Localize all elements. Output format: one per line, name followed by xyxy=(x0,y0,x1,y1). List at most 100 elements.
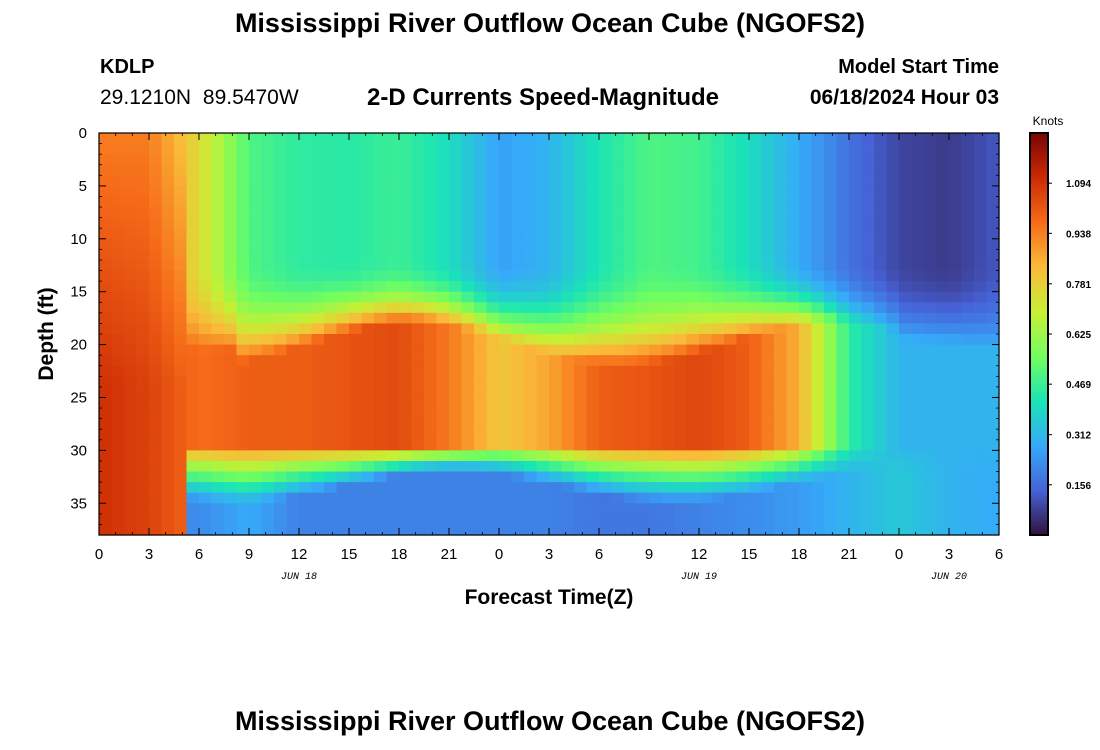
heatmap-cell xyxy=(286,344,300,356)
heatmap-cell xyxy=(549,503,563,515)
heatmap-cell xyxy=(136,270,150,282)
heatmap-cell xyxy=(924,175,938,187)
heatmap-cell xyxy=(749,503,763,515)
heatmap-cell xyxy=(286,503,300,515)
heatmap-cell xyxy=(549,291,563,303)
heatmap-cell xyxy=(374,249,388,261)
heatmap-cell xyxy=(661,270,675,282)
heatmap-cell xyxy=(849,259,863,272)
heatmap-cell xyxy=(561,207,575,219)
heatmap-cell xyxy=(124,460,138,473)
heatmap-cell xyxy=(636,513,650,526)
heatmap-cell xyxy=(824,439,838,451)
heatmap-cell xyxy=(349,503,363,515)
heatmap-cell xyxy=(449,217,463,229)
heatmap-cell xyxy=(261,323,275,335)
heatmap-cell xyxy=(561,249,575,261)
heatmap-cell xyxy=(874,397,888,409)
heatmap-cell xyxy=(536,503,550,515)
heatmap-cell xyxy=(111,344,125,356)
heatmap-cell xyxy=(299,492,313,504)
heatmap-cell xyxy=(624,238,638,250)
x-tick-label: 12 xyxy=(291,546,308,563)
heatmap-cell xyxy=(361,143,375,155)
heatmap-cell xyxy=(874,196,888,208)
heatmap-cell xyxy=(824,270,838,282)
heatmap-cell xyxy=(111,492,125,504)
heatmap-cell xyxy=(486,418,500,430)
heatmap-cell xyxy=(986,281,1000,293)
heatmap-cell xyxy=(524,207,538,219)
heatmap-cell xyxy=(824,408,838,420)
heatmap-cell xyxy=(524,238,538,250)
heatmap-cell xyxy=(386,386,400,399)
heatmap-cell xyxy=(349,312,363,325)
heatmap-cell xyxy=(361,503,375,515)
heatmap-cell xyxy=(886,143,900,155)
heatmap-cell xyxy=(574,355,588,367)
heatmap-cell xyxy=(174,524,188,536)
heatmap-cell xyxy=(124,238,138,250)
heatmap-cell xyxy=(249,133,263,145)
heatmap-cell xyxy=(111,238,125,250)
heatmap-cell xyxy=(286,482,300,494)
heatmap-cell xyxy=(861,175,875,187)
heatmap-cell xyxy=(211,397,225,409)
heatmap-cell xyxy=(486,281,500,293)
heatmap-cell xyxy=(449,196,463,208)
heatmap-cell xyxy=(386,503,400,515)
heatmap-cell xyxy=(911,228,925,240)
heatmap-cell xyxy=(749,482,763,494)
heatmap-cell xyxy=(811,207,825,219)
heatmap-cell xyxy=(561,196,575,208)
heatmap-cell xyxy=(511,143,525,155)
heatmap-cell xyxy=(211,418,225,430)
heatmap-cell xyxy=(824,334,838,346)
heatmap-cell xyxy=(124,154,138,166)
heatmap-cell xyxy=(149,429,163,441)
heatmap-cell xyxy=(636,228,650,240)
heatmap-cell xyxy=(861,355,875,367)
heatmap-cell xyxy=(536,397,550,409)
heatmap-cell xyxy=(761,270,775,282)
heatmap-cell xyxy=(111,217,125,229)
heatmap-cell xyxy=(811,175,825,187)
heatmap-cell xyxy=(661,143,675,155)
heatmap-cell xyxy=(399,439,413,451)
heatmap-cell xyxy=(324,175,338,187)
heatmap-cell xyxy=(936,281,950,293)
heatmap-cell xyxy=(124,482,138,494)
heatmap-cell xyxy=(836,429,850,441)
heatmap-cell xyxy=(986,397,1000,409)
heatmap-cell xyxy=(774,471,788,483)
heatmap-cell xyxy=(924,228,938,240)
heatmap-cell xyxy=(786,196,800,208)
heatmap-cell xyxy=(261,196,275,208)
heatmap-cell xyxy=(511,259,525,272)
heatmap-cell xyxy=(499,270,513,282)
heatmap-cell xyxy=(886,133,900,145)
heatmap-cell xyxy=(799,386,813,399)
heatmap-cell xyxy=(536,524,550,536)
heatmap-cell xyxy=(774,228,788,240)
heatmap-cell xyxy=(174,133,188,145)
heatmap-cell xyxy=(124,492,138,504)
heatmap-cell xyxy=(899,418,913,430)
heatmap-cell xyxy=(749,228,763,240)
heatmap-cell xyxy=(836,228,850,240)
heatmap-cell xyxy=(624,207,638,219)
heatmap-cell xyxy=(336,196,350,208)
heatmap-cell xyxy=(174,164,188,176)
heatmap-cell xyxy=(499,513,513,526)
heatmap-cell xyxy=(111,460,125,473)
heatmap-cell xyxy=(924,259,938,272)
heatmap-cell xyxy=(224,513,238,526)
heatmap-cell xyxy=(599,323,613,335)
heatmap-cell xyxy=(324,143,338,155)
heatmap-cell xyxy=(749,154,763,166)
heatmap-cell xyxy=(736,524,750,536)
heatmap-cell xyxy=(749,344,763,356)
heatmap-cell xyxy=(961,228,975,240)
heatmap-cell xyxy=(136,196,150,208)
heatmap-cell xyxy=(436,312,450,325)
